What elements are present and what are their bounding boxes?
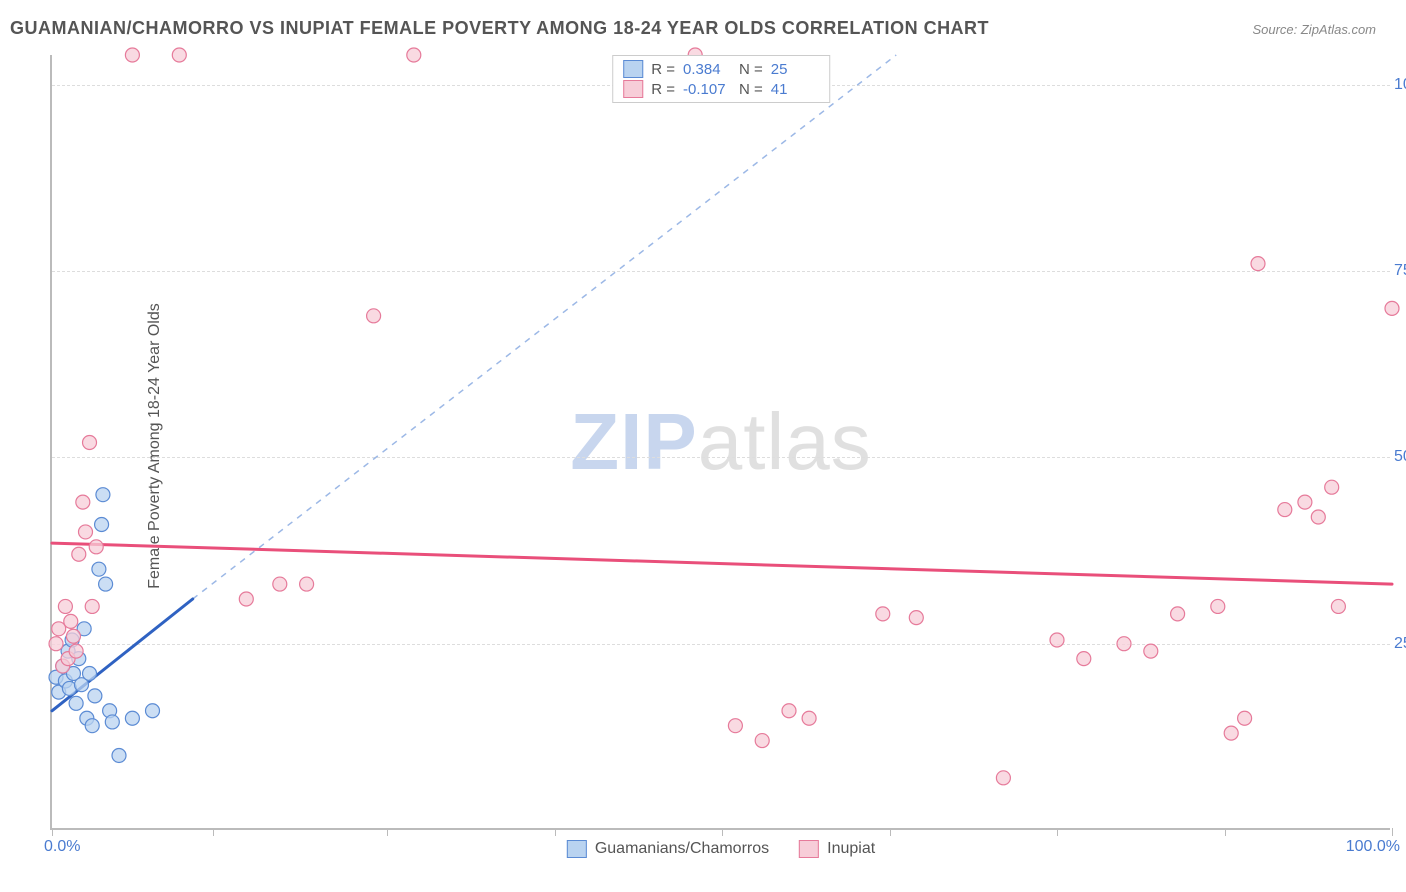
data-point <box>1050 633 1064 647</box>
data-point <box>125 711 139 725</box>
data-point <box>1278 503 1292 517</box>
data-point <box>83 436 97 450</box>
data-point <box>1144 644 1158 658</box>
r-value: 0.384 <box>683 61 731 78</box>
legend-label: Guamanians/Chamorros <box>595 840 769 858</box>
data-point <box>728 719 742 733</box>
x-tick <box>1392 828 1393 836</box>
data-point <box>172 48 186 62</box>
data-point <box>1331 599 1345 613</box>
data-point <box>755 734 769 748</box>
scatter-svg <box>52 55 1390 828</box>
trend-line <box>52 543 1392 584</box>
data-point <box>1211 599 1225 613</box>
data-point <box>909 611 923 625</box>
data-point <box>64 614 78 628</box>
data-point <box>125 48 139 62</box>
r-value: -0.107 <box>683 81 731 98</box>
data-point <box>876 607 890 621</box>
data-point <box>85 599 99 613</box>
data-point <box>92 562 106 576</box>
data-point <box>69 644 83 658</box>
correlation-legend: R = 0.384 N = 25 R = -0.107 N = 41 <box>612 55 830 103</box>
data-point <box>407 48 421 62</box>
legend-swatch <box>623 60 643 78</box>
legend-row: R = -0.107 N = 41 <box>623 80 819 98</box>
data-point <box>69 696 83 710</box>
n-label: N = <box>739 61 763 78</box>
data-point <box>802 711 816 725</box>
x-tick <box>52 828 53 836</box>
data-point <box>1251 257 1265 271</box>
data-point <box>996 771 1010 785</box>
data-point <box>79 525 93 539</box>
data-point <box>367 309 381 323</box>
data-point <box>273 577 287 591</box>
legend-swatch <box>623 80 643 98</box>
data-point <box>1171 607 1185 621</box>
trend-extension <box>193 55 897 599</box>
legend-label: Inupiat <box>827 840 875 858</box>
data-point <box>72 547 86 561</box>
x-tick <box>722 828 723 836</box>
legend-item: Inupiat <box>799 840 875 858</box>
data-point <box>95 517 109 531</box>
data-point <box>76 495 90 509</box>
data-point <box>782 704 796 718</box>
data-point <box>112 748 126 762</box>
legend-swatch <box>567 840 587 858</box>
x-tick <box>890 828 891 836</box>
y-tick-label: 25.0% <box>1394 635 1406 653</box>
data-point <box>1385 301 1399 315</box>
data-point <box>58 599 72 613</box>
x-tick <box>1057 828 1058 836</box>
data-point <box>1311 510 1325 524</box>
legend-item: Guamanians/Chamorros <box>567 840 769 858</box>
x-axis-max-label: 100.0% <box>1346 838 1400 856</box>
data-point <box>99 577 113 591</box>
x-tick <box>1225 828 1226 836</box>
data-point <box>83 667 97 681</box>
data-point <box>105 715 119 729</box>
legend-row: R = 0.384 N = 25 <box>623 60 819 78</box>
r-label: R = <box>651 61 675 78</box>
data-point <box>300 577 314 591</box>
r-label: R = <box>651 81 675 98</box>
data-point <box>1117 637 1131 651</box>
y-tick-label: 75.0% <box>1394 262 1406 280</box>
y-tick-label: 100.0% <box>1394 76 1406 94</box>
chart-title: GUAMANIAN/CHAMORRO VS INUPIAT FEMALE POV… <box>10 18 989 39</box>
data-point <box>1077 652 1091 666</box>
data-point <box>1298 495 1312 509</box>
data-point <box>66 629 80 643</box>
series-legend: Guamanians/Chamorros Inupiat <box>567 840 875 858</box>
x-axis-min-label: 0.0% <box>44 838 80 856</box>
data-point <box>1224 726 1238 740</box>
n-label: N = <box>739 81 763 98</box>
data-point <box>146 704 160 718</box>
source-attribution: Source: ZipAtlas.com <box>1252 22 1376 37</box>
data-point <box>52 622 66 636</box>
n-value: 41 <box>771 81 819 98</box>
data-point <box>85 719 99 733</box>
data-point <box>49 637 63 651</box>
x-tick <box>213 828 214 836</box>
n-value: 25 <box>771 61 819 78</box>
data-point <box>1238 711 1252 725</box>
x-tick <box>555 828 556 836</box>
y-tick-label: 50.0% <box>1394 448 1406 466</box>
legend-swatch <box>799 840 819 858</box>
plot-area: ZIPatlas 25.0%50.0%75.0%100.0% 0.0% 100.… <box>50 55 1390 830</box>
data-point <box>89 540 103 554</box>
data-point <box>96 488 110 502</box>
x-tick <box>387 828 388 836</box>
data-point <box>1325 480 1339 494</box>
data-point <box>239 592 253 606</box>
data-point <box>88 689 102 703</box>
